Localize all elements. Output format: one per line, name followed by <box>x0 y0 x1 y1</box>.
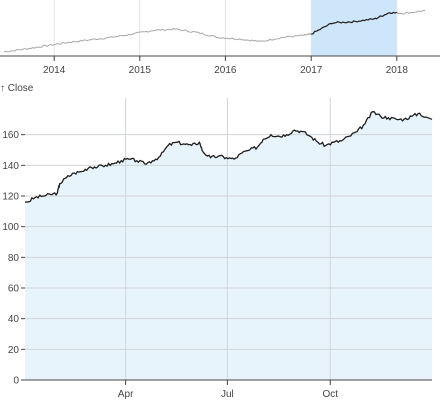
detail-area-fill <box>25 111 432 380</box>
detail-y-tick-label: 140 <box>2 161 19 172</box>
overview-x-tick-label: 2015 <box>129 65 152 76</box>
detail-y-tick-label: 60 <box>8 284 20 295</box>
overview-x-tick-label: 2018 <box>386 65 409 76</box>
detail-y-tick-label: 20 <box>8 345 20 356</box>
brush-selection <box>311 0 397 56</box>
detail-y-tick-label: 100 <box>2 222 19 233</box>
detail-y-tick-label: 80 <box>8 253 20 264</box>
overview-x-tick-label: 2014 <box>43 65 66 76</box>
detail-x-tick-label: Oct <box>322 389 338 400</box>
detail-y-tick-label: 40 <box>8 314 20 325</box>
detail-y-axis-label: ↑ Close <box>0 83 34 94</box>
detail-y-tick-label: 0 <box>13 376 19 387</box>
detail-y-tick-label: 160 <box>2 130 19 141</box>
detail-y-tick-label: 120 <box>2 192 19 203</box>
overview-brushed-line <box>311 11 398 35</box>
overview-x-tick-label: 2016 <box>214 65 237 76</box>
detail-x-tick-label: Jul <box>221 389 234 400</box>
detail-series-line <box>24 111 433 203</box>
overview-chart[interactable]: 2014 2015 2016 2017 2018 <box>0 0 440 80</box>
detail-chart: 0 20 40 60 80 100 120 140 160 Apr Jul Oct <box>2 98 433 400</box>
detail-x-tick-label: Apr <box>118 389 134 400</box>
overview-x-tick-label: 2017 <box>300 65 323 76</box>
